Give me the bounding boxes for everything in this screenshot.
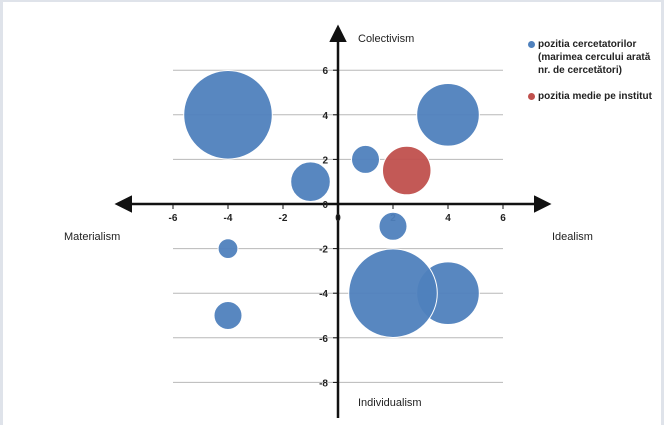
bubble-institute-mean	[382, 145, 432, 196]
frame-border	[0, 0, 664, 2]
bubble-researchers	[378, 211, 408, 241]
x-tick-label: 0	[335, 213, 341, 224]
bubble-researchers	[213, 301, 243, 330]
y-tick-label: 2	[322, 155, 328, 166]
x-tick-label: -6	[169, 213, 178, 224]
y-tick-label: 6	[322, 66, 328, 77]
legend-marker-red	[528, 93, 535, 100]
pole-label-left: Materialism	[64, 231, 120, 243]
legend-marker-blue	[528, 41, 535, 48]
x-tick-label: 6	[500, 213, 506, 224]
bubble-researchers	[416, 82, 480, 147]
bubble-researchers	[351, 144, 380, 174]
frame-border	[0, 0, 3, 425]
frame-border	[661, 0, 664, 425]
y-tick-label: -8	[319, 378, 328, 389]
bubble-researchers	[348, 248, 438, 338]
legend-entry-researchers: pozitia cercetatorilor (marimea cercului…	[528, 38, 658, 77]
legend-label-researchers: pozitia cercetatorilor (marimea cercului…	[538, 39, 651, 76]
pole-label-right: Idealism	[552, 231, 593, 243]
x-tick-label: 4	[445, 213, 451, 224]
x-tick-label: -2	[279, 213, 288, 224]
y-tick-label: -2	[319, 245, 328, 256]
y-tick-label: 4	[322, 111, 328, 122]
bubble-researchers	[217, 238, 239, 259]
legend-entry-institute-mean: pozitia medie pe institut	[528, 90, 658, 103]
pole-label-top: Colectivism	[358, 33, 414, 45]
y-tick-label: -4	[319, 289, 328, 300]
legend-label-institute-mean: pozitia medie pe institut	[538, 91, 652, 102]
bubble-researchers	[183, 70, 273, 160]
chart-legend: pozitia cercetatorilor (marimea cercului…	[528, 38, 658, 116]
y-tick-label: 0	[322, 200, 328, 211]
bubble-researchers	[290, 161, 331, 202]
y-tick-label: -6	[319, 334, 328, 345]
pole-label-bottom: Individualism	[358, 397, 422, 409]
x-tick-label: -4	[224, 213, 233, 224]
